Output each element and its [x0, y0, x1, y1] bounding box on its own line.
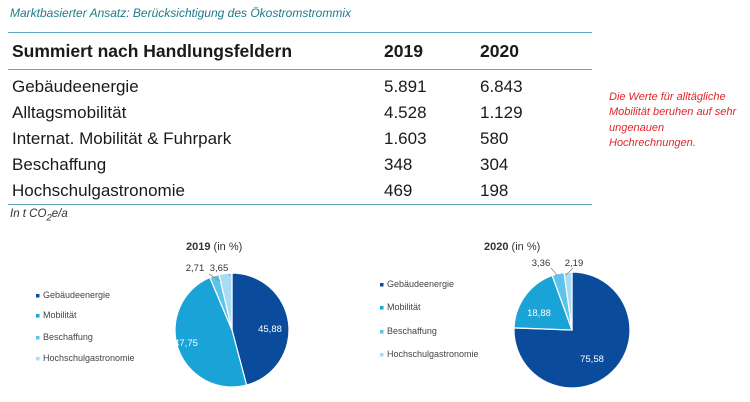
value-2019: 469 [384, 181, 413, 200]
row-label: Beschaffung [12, 155, 107, 174]
pie-slice-gebäudeenergie [231, 272, 290, 386]
legend-swatch [380, 330, 384, 334]
legend-swatch [36, 336, 40, 340]
slice-value-label: 3,65 [210, 263, 229, 274]
legend-swatch [380, 353, 384, 357]
table-row: Alltagsmobilität 4.528 1.129 [8, 100, 592, 126]
leader-line [565, 267, 574, 276]
pie-slice-mobilität [174, 276, 248, 388]
row-label: Gebäudeenergie [12, 77, 139, 96]
leader-line [228, 273, 231, 277]
pie-slice-gebäudeenergie [513, 271, 631, 389]
value-2020: 1.129 [480, 103, 523, 122]
table-row: Hochschulgastronomie 469 198 [8, 178, 592, 205]
page-subtitle: Marktbasierter Ansatz: Berücksichtigung … [10, 6, 351, 20]
slice-value-label: 3,36 [532, 258, 551, 269]
chart-title-year: 2019 [186, 241, 210, 253]
legend-swatch [36, 357, 40, 361]
legend-label: Mobilität [43, 310, 77, 320]
legend-label: Beschaffung [43, 332, 93, 342]
slice-value-label: 2,71 [186, 263, 205, 274]
table-row: Internat. Mobilität & Fuhrpark 1.603 580 [8, 126, 592, 152]
legend-swatch [380, 283, 384, 287]
leader-line [550, 267, 558, 276]
value-2020: 198 [480, 181, 509, 200]
column-header-field: Summiert nach Handlungsfeldern [12, 40, 293, 61]
table-row: Gebäudeenergie 5.891 6.843 [8, 70, 592, 101]
unit-label-post: e/a [51, 208, 68, 220]
value-2019: 4.528 [384, 103, 427, 122]
row-label: Hochschulgastronomie [12, 181, 185, 200]
legend-label: Gebäudeenergie [387, 279, 454, 289]
value-2020: 580 [480, 129, 509, 148]
legend-label: Mobilität [387, 302, 421, 312]
value-2019: 5.891 [384, 77, 427, 96]
pie-slice-hochschulgastronomie [218, 272, 233, 331]
slice-value-label: 45,88 [258, 324, 282, 335]
chart-title-year: 2020 [484, 241, 508, 253]
row-label: Alltagsmobilität [12, 103, 127, 122]
row-label: Internat. Mobilität & Fuhrpark [12, 129, 232, 148]
chart-title: 2019 (in %) [186, 241, 242, 253]
pie-slice-mobilität [513, 274, 573, 331]
legend-swatch [36, 314, 40, 318]
mobility-note: Die Werte für alltägliche Mobilität beru… [609, 91, 737, 150]
value-2020: 6.843 [480, 77, 523, 96]
column-header-2020: 2020 [480, 40, 519, 61]
value-2019: 348 [384, 155, 413, 174]
value-2019: 1.603 [384, 129, 427, 148]
slice-value-label: 2,19 [565, 258, 584, 269]
slice-value-label: 18,88 [527, 308, 551, 319]
legend-swatch [380, 306, 384, 310]
slice-value-label: 75,58 [580, 354, 604, 365]
table-row: Beschaffung 348 304 [8, 152, 592, 178]
column-header-2019: 2019 [384, 40, 423, 61]
legend-label: Hochschulgastronomie [43, 353, 135, 363]
chart-title-unit: (in %) [508, 241, 540, 253]
pie-slice-hochschulgastronomie [563, 271, 573, 331]
unit-label: In t CO2e/a [10, 208, 68, 223]
legend-label: Gebäudeenergie [43, 290, 110, 300]
legend-label: Beschaffung [387, 326, 437, 336]
value-2020: 304 [480, 155, 509, 174]
legend-swatch [36, 294, 40, 298]
leader-line [208, 273, 221, 282]
table-header-row: Summiert nach Handlungsfeldern 2019 2020 [8, 32, 592, 70]
pie-chart-2020: 2020 (in %) 75,58 18,88 3,36 2,19 Gebäudeener… [380, 241, 631, 389]
slice-value-label: 47,75 [174, 338, 198, 349]
chart-title-unit: (in %) [210, 241, 242, 253]
emissions-table: Summiert nach Handlungsfeldern 2019 2020… [8, 32, 592, 205]
legend-label: Hochschulgastronomie [387, 349, 479, 359]
pie-chart-2019: 2019 (in %) 45,88 47,75 2,71 3,65 Gebäudeener… [36, 241, 290, 388]
unit-label-pre: In t CO [10, 208, 47, 220]
unit-label-subscript: 2 [46, 212, 52, 224]
chart-title: 2020 (in %) [484, 241, 540, 253]
